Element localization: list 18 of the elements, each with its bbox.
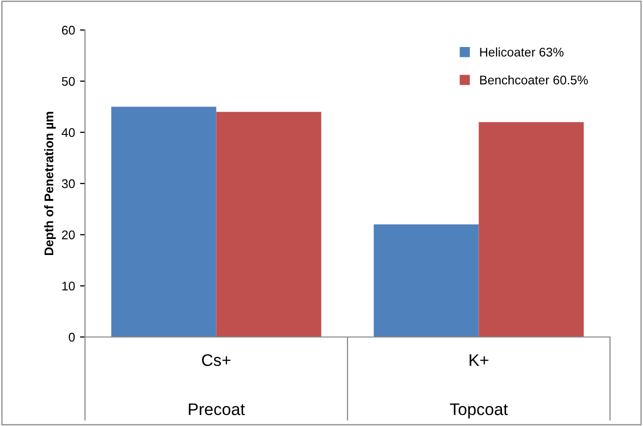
legend-label: Benchcoater 60.5% [480, 75, 588, 84]
y-axis-title: Depth of Penetration µm [44, 112, 56, 256]
y-tick-label: 40 [62, 128, 75, 137]
y-tick-label: 30 [62, 179, 75, 188]
legend-label: Helicoater 63% [480, 47, 564, 57]
text: Precoat [188, 404, 245, 416]
bar [478, 122, 584, 337]
text: Topcoat [450, 404, 508, 418]
x-tick-label: K+ [470, 354, 488, 366]
x-tick-label: Cs+ [202, 354, 230, 366]
y-tick-label: 60 [62, 26, 75, 35]
y-tick-label: 20 [62, 230, 75, 240]
bar [111, 106, 216, 337]
y-tick-label: 10 [62, 282, 75, 290]
y-tick-label: 0 [68, 332, 75, 342]
bar [216, 112, 322, 337]
y-tick-label: 50 [62, 76, 75, 86]
bar [374, 224, 479, 337]
